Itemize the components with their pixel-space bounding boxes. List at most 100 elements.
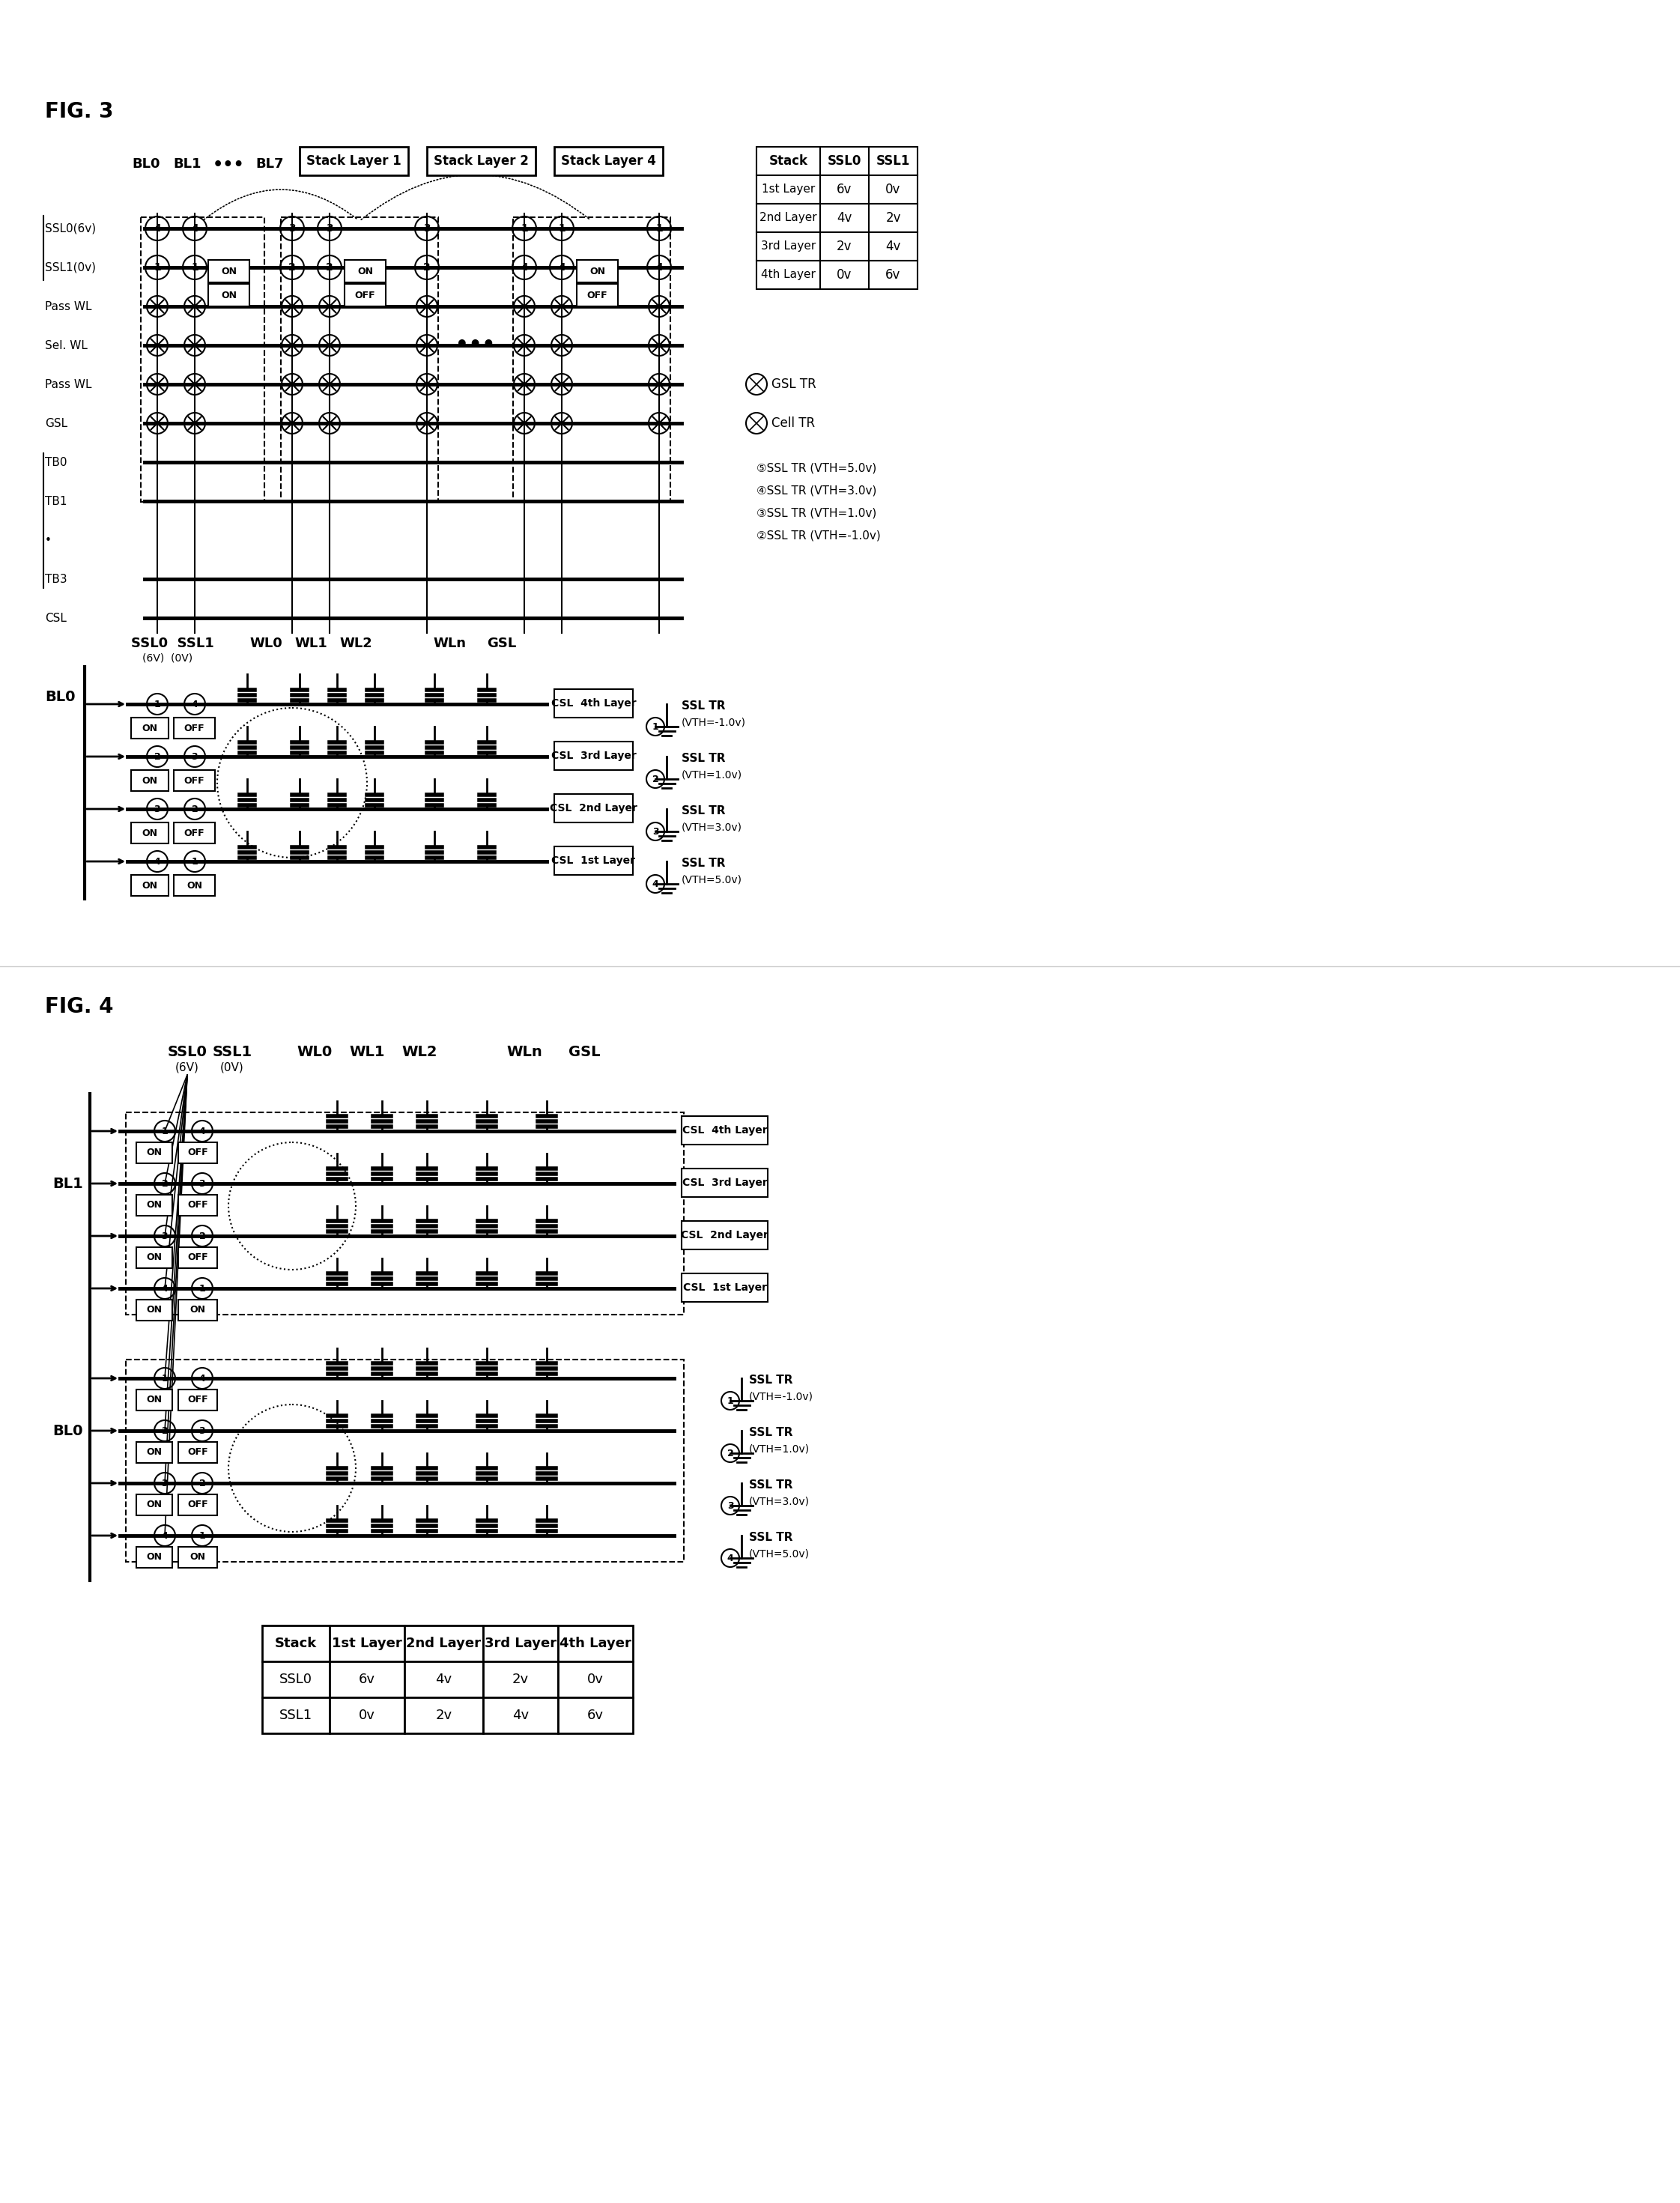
Text: CSL  1st Layer: CSL 1st Layer [682, 1282, 766, 1293]
Text: (6V)  (0V): (6V) (0V) [143, 652, 193, 663]
Text: BL7: BL7 [255, 156, 284, 172]
Text: 3: 3 [652, 826, 659, 837]
Bar [576, 284, 618, 306]
Text: BL0: BL0 [45, 690, 76, 703]
Text: CSL  3rd Layer: CSL 3rd Layer [682, 1179, 768, 1187]
Text: 4: 4 [652, 879, 659, 888]
Bar [126, 1359, 684, 1562]
Text: (VTH=3.0v): (VTH=3.0v) [682, 822, 743, 833]
Text: (6V): (6V) [175, 1062, 200, 1073]
Bar [820, 260, 869, 289]
Text: 3: 3 [326, 223, 333, 234]
Text: SSL TR: SSL TR [749, 1531, 793, 1542]
Bar [208, 260, 249, 282]
Text: 4v: 4v [885, 240, 900, 253]
Bar [136, 1494, 173, 1516]
Bar [869, 260, 917, 289]
Text: Stack Layer 4: Stack Layer 4 [561, 154, 657, 167]
Text: SSL0: SSL0 [279, 1672, 312, 1685]
Text: Sel. WL: Sel. WL [45, 339, 87, 350]
Text: (VTH=-1.0v): (VTH=-1.0v) [682, 718, 746, 727]
Bar [554, 742, 633, 771]
Text: 1: 1 [155, 698, 161, 709]
Text: 0v: 0v [360, 1710, 375, 1723]
Text: 3rd Layer: 3rd Layer [761, 240, 816, 251]
Text: 4: 4 [161, 1531, 168, 1540]
Text: 3: 3 [161, 1231, 168, 1240]
Text: TB0: TB0 [45, 456, 67, 467]
Text: (VTH=5.0v): (VTH=5.0v) [682, 875, 743, 886]
Text: WLn: WLn [506, 1044, 543, 1060]
Text: ON: ON [141, 828, 158, 837]
Text: SSL TR: SSL TR [682, 806, 726, 817]
Bar [344, 284, 386, 306]
Text: ON: ON [146, 1254, 163, 1262]
Text: FIG. 3: FIG. 3 [45, 101, 114, 121]
Text: SSL0: SSL0 [828, 154, 862, 167]
Bar [820, 148, 869, 176]
Text: OFF: OFF [188, 1500, 208, 1509]
Bar [131, 718, 168, 738]
Text: ON: ON [146, 1201, 163, 1209]
Text: OFF: OFF [354, 291, 376, 300]
Text: 2v: 2v [885, 211, 900, 225]
Text: BL0: BL0 [133, 156, 160, 172]
Bar [405, 1696, 484, 1734]
Text: OFF: OFF [185, 828, 205, 837]
Bar [329, 1626, 405, 1661]
Bar [141, 218, 264, 502]
Text: 4: 4 [521, 262, 528, 273]
Text: 2: 2 [326, 262, 333, 273]
Text: 2: 2 [423, 262, 430, 273]
Text: GSL: GSL [568, 1044, 600, 1060]
Bar [131, 771, 168, 791]
Text: 4: 4 [727, 1553, 734, 1562]
Bar [554, 846, 633, 875]
Text: SSL1: SSL1 [279, 1710, 312, 1723]
Text: ON: ON [146, 1304, 163, 1315]
Text: (VTH=1.0v): (VTH=1.0v) [749, 1445, 810, 1454]
Bar [173, 875, 215, 897]
Text: OFF: OFF [188, 1148, 208, 1159]
Bar [131, 822, 168, 844]
Bar [178, 1300, 217, 1320]
Text: 4: 4 [192, 698, 198, 709]
Bar [178, 1494, 217, 1516]
Text: 1: 1 [161, 1372, 168, 1383]
Text: 4: 4 [198, 1372, 205, 1383]
Bar [136, 1300, 173, 1320]
Bar [554, 690, 633, 718]
Text: 1st Layer: 1st Layer [761, 183, 815, 196]
Bar [178, 1143, 217, 1163]
Text: 4: 4 [558, 262, 566, 273]
Text: SSL0  SSL1: SSL0 SSL1 [131, 637, 213, 650]
Text: WL2: WL2 [402, 1044, 437, 1060]
Text: FIG. 4: FIG. 4 [45, 996, 114, 1018]
Bar [820, 176, 869, 203]
Text: Pass WL: Pass WL [45, 302, 92, 313]
Bar [820, 203, 869, 231]
Bar [281, 218, 438, 502]
Text: OFF: OFF [185, 723, 205, 734]
Text: 4: 4 [161, 1284, 168, 1293]
Text: CSL  2nd Layer: CSL 2nd Layer [549, 804, 637, 813]
Bar [484, 1696, 558, 1734]
Text: 4v: 4v [512, 1710, 529, 1723]
Text: •••: ••• [212, 156, 245, 172]
Bar [173, 771, 215, 791]
Text: 4: 4 [655, 262, 664, 273]
Bar [576, 260, 618, 282]
Text: WL0: WL0 [250, 637, 282, 650]
Text: 1: 1 [161, 1126, 168, 1137]
Text: 2: 2 [727, 1447, 734, 1458]
Bar [178, 1247, 217, 1269]
Bar [262, 1626, 329, 1661]
Text: CSL  4th Layer: CSL 4th Layer [551, 698, 637, 709]
Text: SSL TR: SSL TR [682, 701, 726, 712]
Bar [820, 231, 869, 260]
Bar [756, 176, 820, 203]
Text: SSL TR: SSL TR [749, 1480, 793, 1491]
Bar [136, 1390, 173, 1410]
Text: ON: ON [222, 291, 237, 300]
Bar [136, 1194, 173, 1216]
